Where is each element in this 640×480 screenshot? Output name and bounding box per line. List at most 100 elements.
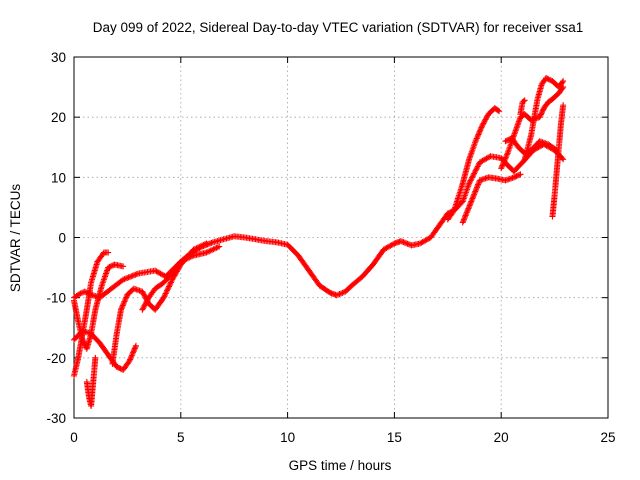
data-point (464, 206, 471, 213)
data-point (216, 243, 223, 250)
data-point (473, 164, 480, 171)
data-point (115, 364, 122, 371)
data-point (545, 76, 552, 83)
data-point (120, 299, 127, 306)
ticks (73, 56, 609, 419)
data-point (179, 257, 186, 264)
data-point (197, 243, 204, 250)
data-point (471, 170, 478, 177)
data-point (335, 291, 342, 298)
data-point (213, 244, 220, 251)
data-point (514, 172, 521, 179)
data-point (474, 182, 481, 189)
data-point (76, 291, 83, 298)
data-point (162, 291, 169, 298)
data-point (469, 174, 476, 181)
data-point (144, 297, 151, 304)
data-point (480, 120, 487, 127)
data-point (537, 112, 544, 119)
data-point (462, 213, 469, 220)
data-point (479, 121, 486, 128)
data-point (469, 173, 476, 180)
x-tick-labels: 0 5 10 15 20 25 (70, 430, 615, 445)
data-point (466, 178, 473, 185)
grid (74, 57, 608, 418)
data-point (494, 107, 501, 114)
data-point (162, 290, 169, 297)
data-point (196, 243, 203, 250)
data-point (141, 292, 148, 299)
data-point (192, 245, 199, 252)
data-point (520, 98, 527, 105)
data-point (502, 138, 509, 145)
data-point (120, 301, 127, 308)
data-point (105, 249, 112, 256)
series-8 (459, 171, 524, 226)
data-point (471, 189, 478, 196)
data-point (461, 215, 468, 222)
data-point (130, 349, 137, 356)
data-point (460, 216, 467, 223)
data-point (472, 187, 479, 194)
data-point (468, 198, 475, 205)
data-point (210, 246, 217, 253)
data-point (129, 351, 136, 358)
y-tick-label: -10 (46, 291, 66, 306)
data-point (339, 289, 346, 296)
data-point (536, 114, 543, 121)
y-tick-label: -30 (46, 411, 66, 426)
x-tick-label: 15 (387, 430, 402, 445)
y-tick-label: 0 (58, 231, 66, 246)
series-7 (444, 105, 503, 223)
y-tick-label: -20 (46, 351, 66, 366)
data-point (498, 163, 505, 170)
data-point (132, 342, 139, 349)
data-point (143, 298, 150, 305)
y-tick-labels: -30 -20 -10 0 10 20 30 (46, 50, 66, 426)
data-point (141, 302, 148, 309)
data-point (139, 288, 146, 295)
data-point (499, 161, 506, 168)
data-point (121, 298, 128, 305)
data-point (109, 262, 116, 269)
data-point (160, 294, 167, 301)
chart-title: Day 099 of 2022, Sidereal Day-to-day VTE… (93, 20, 583, 35)
data-point (187, 253, 194, 260)
data-point (168, 278, 175, 285)
data-point (120, 263, 127, 270)
data-point (184, 255, 191, 262)
data-point (123, 294, 130, 301)
data-point (470, 171, 477, 178)
data-point (524, 149, 531, 156)
data-point (462, 212, 469, 219)
data-point (525, 148, 532, 155)
data-point (122, 297, 129, 304)
data-point (214, 244, 221, 251)
data-point (165, 283, 172, 290)
data-point (478, 124, 485, 131)
series-0 (71, 141, 567, 301)
data-point (543, 75, 550, 82)
data-point (503, 137, 510, 144)
data-point (163, 287, 170, 294)
data-point (209, 246, 216, 253)
data-point (559, 79, 566, 86)
data-point (474, 134, 481, 141)
data-point (132, 344, 139, 351)
data-point (107, 263, 114, 270)
data-point (517, 171, 524, 178)
data-point (211, 245, 218, 252)
data-point (473, 184, 480, 191)
data-point (122, 295, 129, 302)
data-point (166, 282, 173, 289)
data-point (521, 97, 528, 104)
data-point (390, 241, 397, 248)
data-point (467, 201, 474, 208)
data-point (126, 357, 133, 364)
data-point (560, 78, 567, 85)
data-point (468, 196, 475, 203)
data-point (477, 125, 484, 132)
data-point (117, 306, 124, 313)
series-11 (502, 135, 560, 157)
data-point (460, 218, 467, 225)
